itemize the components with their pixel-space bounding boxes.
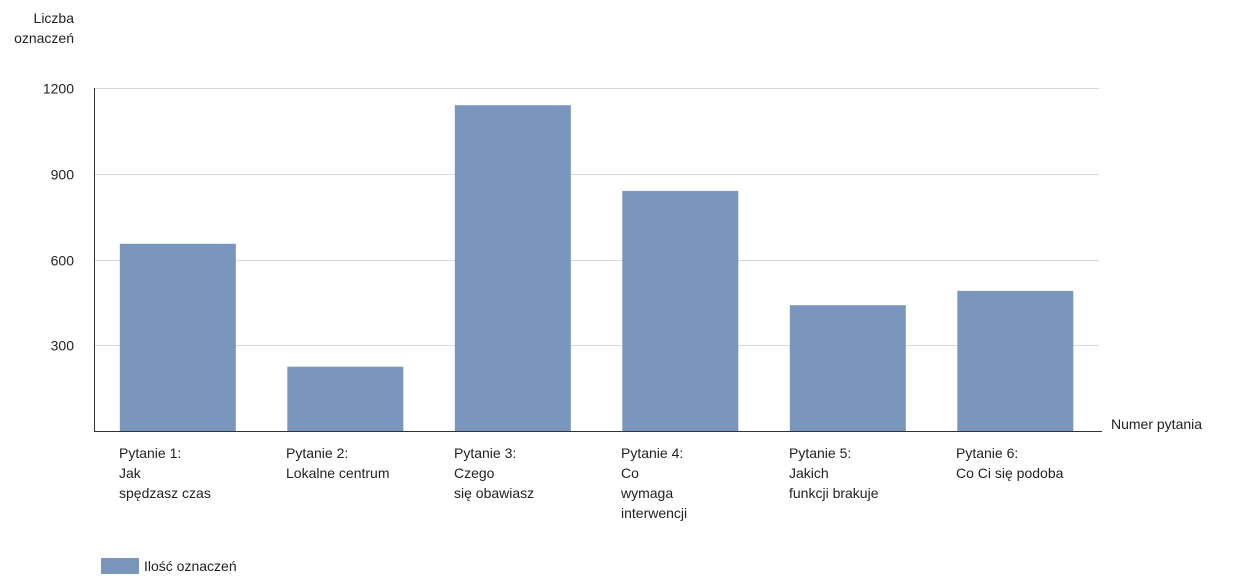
legend-swatch — [101, 558, 139, 574]
legend-label: Ilość oznaczeń — [144, 558, 237, 574]
x-tick-label-line: Lokalne centrum — [286, 465, 390, 481]
x-tick-label: Pytanie 3: Czego się obawiasz — [454, 443, 534, 503]
y-tick-label: 1200 — [43, 81, 74, 97]
x-tick-label-line: Pytanie 5: — [789, 445, 852, 461]
x-tick-label: Pytanie 2: Lokalne centrum — [286, 443, 390, 483]
x-tick-label: Pytanie 4: Co wymaga interwencji — [621, 443, 687, 523]
y-tick-label: 900 — [51, 167, 75, 183]
x-axis-title: Numer pytania — [1111, 416, 1203, 432]
bar — [119, 243, 236, 431]
y-tick-label: 300 — [51, 338, 75, 354]
x-tick-label-line: spędzasz czas — [119, 485, 211, 501]
y-axis-title-line: oznaczeń — [14, 30, 74, 46]
bar — [957, 290, 1074, 431]
x-tick-label-line: wymaga — [621, 485, 674, 501]
x-tick-label-line: się obawiasz — [454, 485, 535, 501]
x-tick-label-line: Pytanie 4: — [621, 445, 684, 461]
x-tick-label-line: Pytanie 2: — [286, 445, 349, 461]
x-tick-label: Pytanie 6: Co Ci się podoba — [956, 443, 1063, 483]
x-tick-label: Pytanie 1: Jak spędzasz czas — [119, 443, 211, 503]
x-tick-label-line: Pytanie 3: — [454, 445, 517, 461]
y-axis-title-line: Liczba — [33, 10, 74, 26]
y-tick-labels: 300 600 900 1200 — [43, 81, 74, 354]
x-tick-label-line: Co — [621, 465, 639, 481]
gridlines — [94, 88, 1099, 346]
x-tick-label-line: interwencji — [621, 505, 688, 521]
x-tick-label: Pytanie 5: Jakich funkcji brakuje — [789, 443, 879, 503]
legend: Ilość oznaczeń — [101, 556, 237, 576]
bars — [119, 105, 1074, 431]
x-tick-label-line: Pytanie 6: — [956, 445, 1019, 461]
x-tick-label-line: Co Ci się podoba — [956, 465, 1064, 481]
y-axis-title: Liczba oznaczeń — [0, 8, 74, 48]
bar — [789, 305, 906, 431]
y-tick-label: 600 — [51, 253, 75, 269]
x-tick-label-line: Jak — [119, 465, 141, 481]
x-tick-label-line: Pytanie 1: — [119, 445, 182, 461]
x-tick-label-line: Czego — [454, 465, 495, 481]
bar — [287, 366, 404, 431]
bar — [454, 105, 571, 431]
bar — [622, 190, 739, 431]
x-tick-label-line: funkcji brakuje — [789, 485, 879, 501]
x-tick-label-line: Jakich — [789, 465, 829, 481]
